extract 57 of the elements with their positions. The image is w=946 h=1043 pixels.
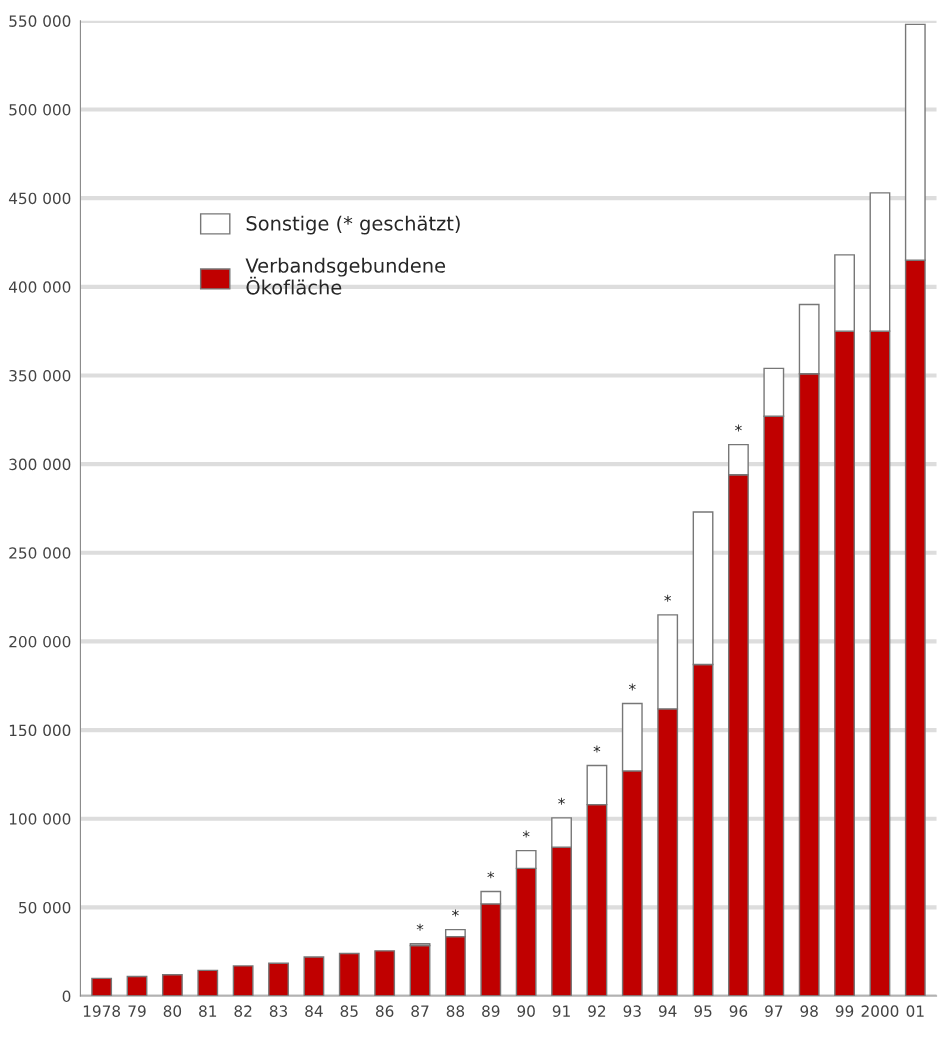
x-tick-label: 97 [765,1005,783,1017]
bar [268,962,289,997]
x-tick-label: 87 [411,1005,429,1017]
x-tick-label: 93 [623,1005,641,1017]
x-tick-label: 79 [128,1005,146,1017]
x-tick-label: 91 [552,1005,570,1017]
y-tick-label: 0 [62,990,71,1003]
y-tick-label: 50 000 [19,901,71,914]
y-tick-label: 350 000 [9,369,71,382]
x-tick-label: 96 [729,1005,748,1017]
annotation: * [593,745,601,753]
annotation: * [735,424,742,432]
y-tick-label: 100 000 [9,813,71,825]
x-tick-label: 81 [199,1005,217,1017]
bar [126,975,148,997]
bar [197,969,219,997]
y-tick-label: 500 000 [9,103,71,116]
x-tick-label: 85 [340,1005,358,1017]
bar [374,950,396,997]
x-tick-label: 88 [446,1005,465,1017]
y-tick-label: 550 000 [9,15,71,27]
y-tick-label: 450 000 [8,192,71,205]
x-tick-label: 90 [517,1005,535,1017]
annotation: * [452,909,459,917]
y-tick-label: 200 000 [9,635,71,648]
x-tick-label: 98 [800,1005,818,1017]
x-tick-label: 82 [234,1005,252,1017]
bar [91,977,113,997]
x-tick-label: 92 [588,1005,606,1017]
bar [161,974,183,997]
annotation: * [487,871,495,879]
bar [338,952,360,997]
bar [303,956,325,997]
annotation: * [416,923,424,931]
x-tick-label: 80 [163,1005,182,1017]
x-tick-label: 99 [835,1005,854,1017]
x-tick-label: 86 [375,1005,394,1017]
annotation: * [628,683,636,691]
legend-label: Verbandsgebundene Ökofläche [245,257,446,295]
y-tick-label: 300 000 [9,458,71,471]
legend-label: Sonstige (* geschätzt) [246,215,460,235]
bar [232,965,254,997]
x-tick-label: 94 [658,1005,677,1017]
x-tick-label: 2000 [861,1005,899,1017]
annotation: * [558,797,565,805]
y-tick-label: 150 000 [9,724,71,737]
x-tick-label: 84 [305,1005,323,1017]
y-tick-label: 250 000 [9,547,71,559]
annotation: * [522,830,530,838]
x-tick-label: 95 [694,1005,712,1017]
annotation: * [664,594,672,602]
x-tick-label: 01 [906,1005,924,1017]
x-tick-label: 83 [269,1005,288,1017]
x-tick-label: 1978 [83,1005,121,1017]
x-tick-label: 89 [482,1005,500,1017]
y-tick-label: 400 000 [8,281,71,293]
bar [409,944,431,997]
